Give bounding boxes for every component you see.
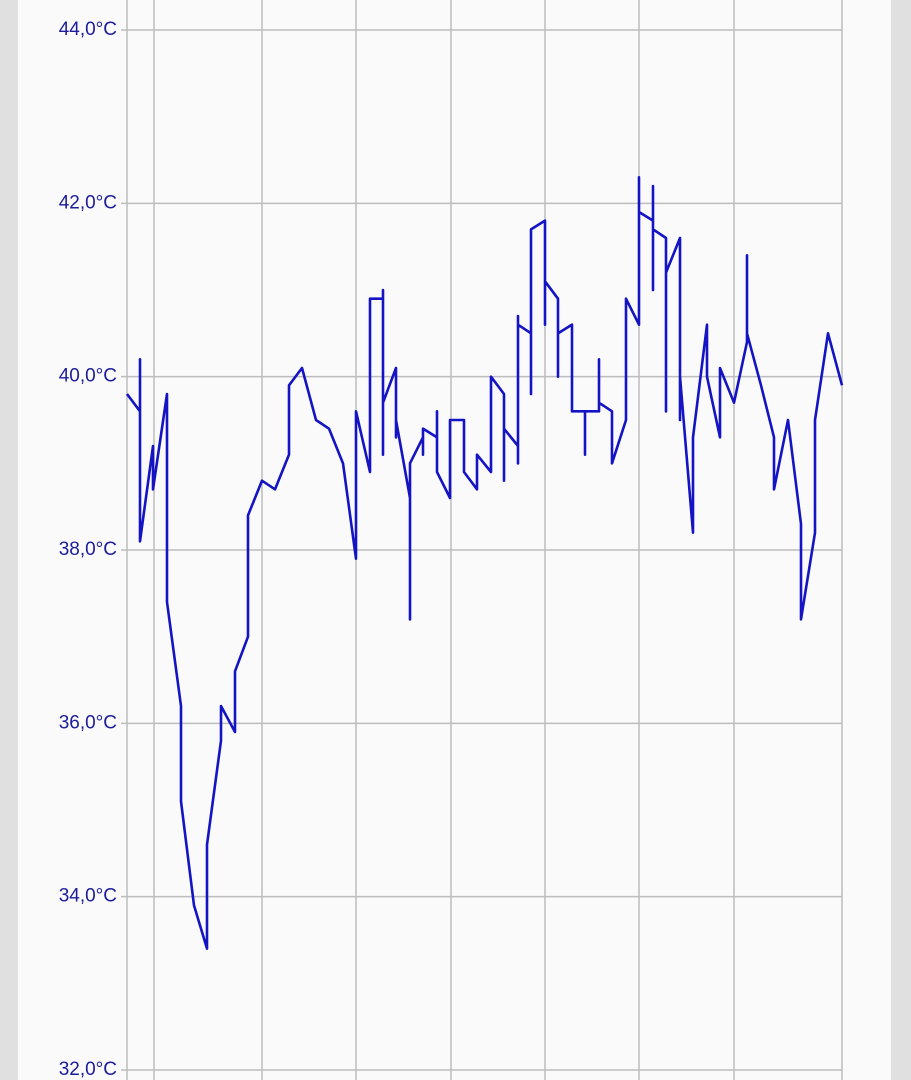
y-tick-label: 36,0°C	[59, 712, 117, 733]
y-tick-label: 42,0°C	[59, 192, 117, 213]
y-tick-label: 32,0°C	[59, 1059, 117, 1080]
y-tick-label: 40,0°C	[59, 366, 117, 387]
data-line	[125, 176, 844, 950]
y-tick-label: 44,0°C	[59, 19, 117, 40]
side-strip	[891, 0, 911, 1080]
y-tick-label: 38,0°C	[59, 539, 117, 560]
side-strip	[0, 0, 18, 1080]
y-tick-label: 34,0°C	[59, 886, 117, 907]
